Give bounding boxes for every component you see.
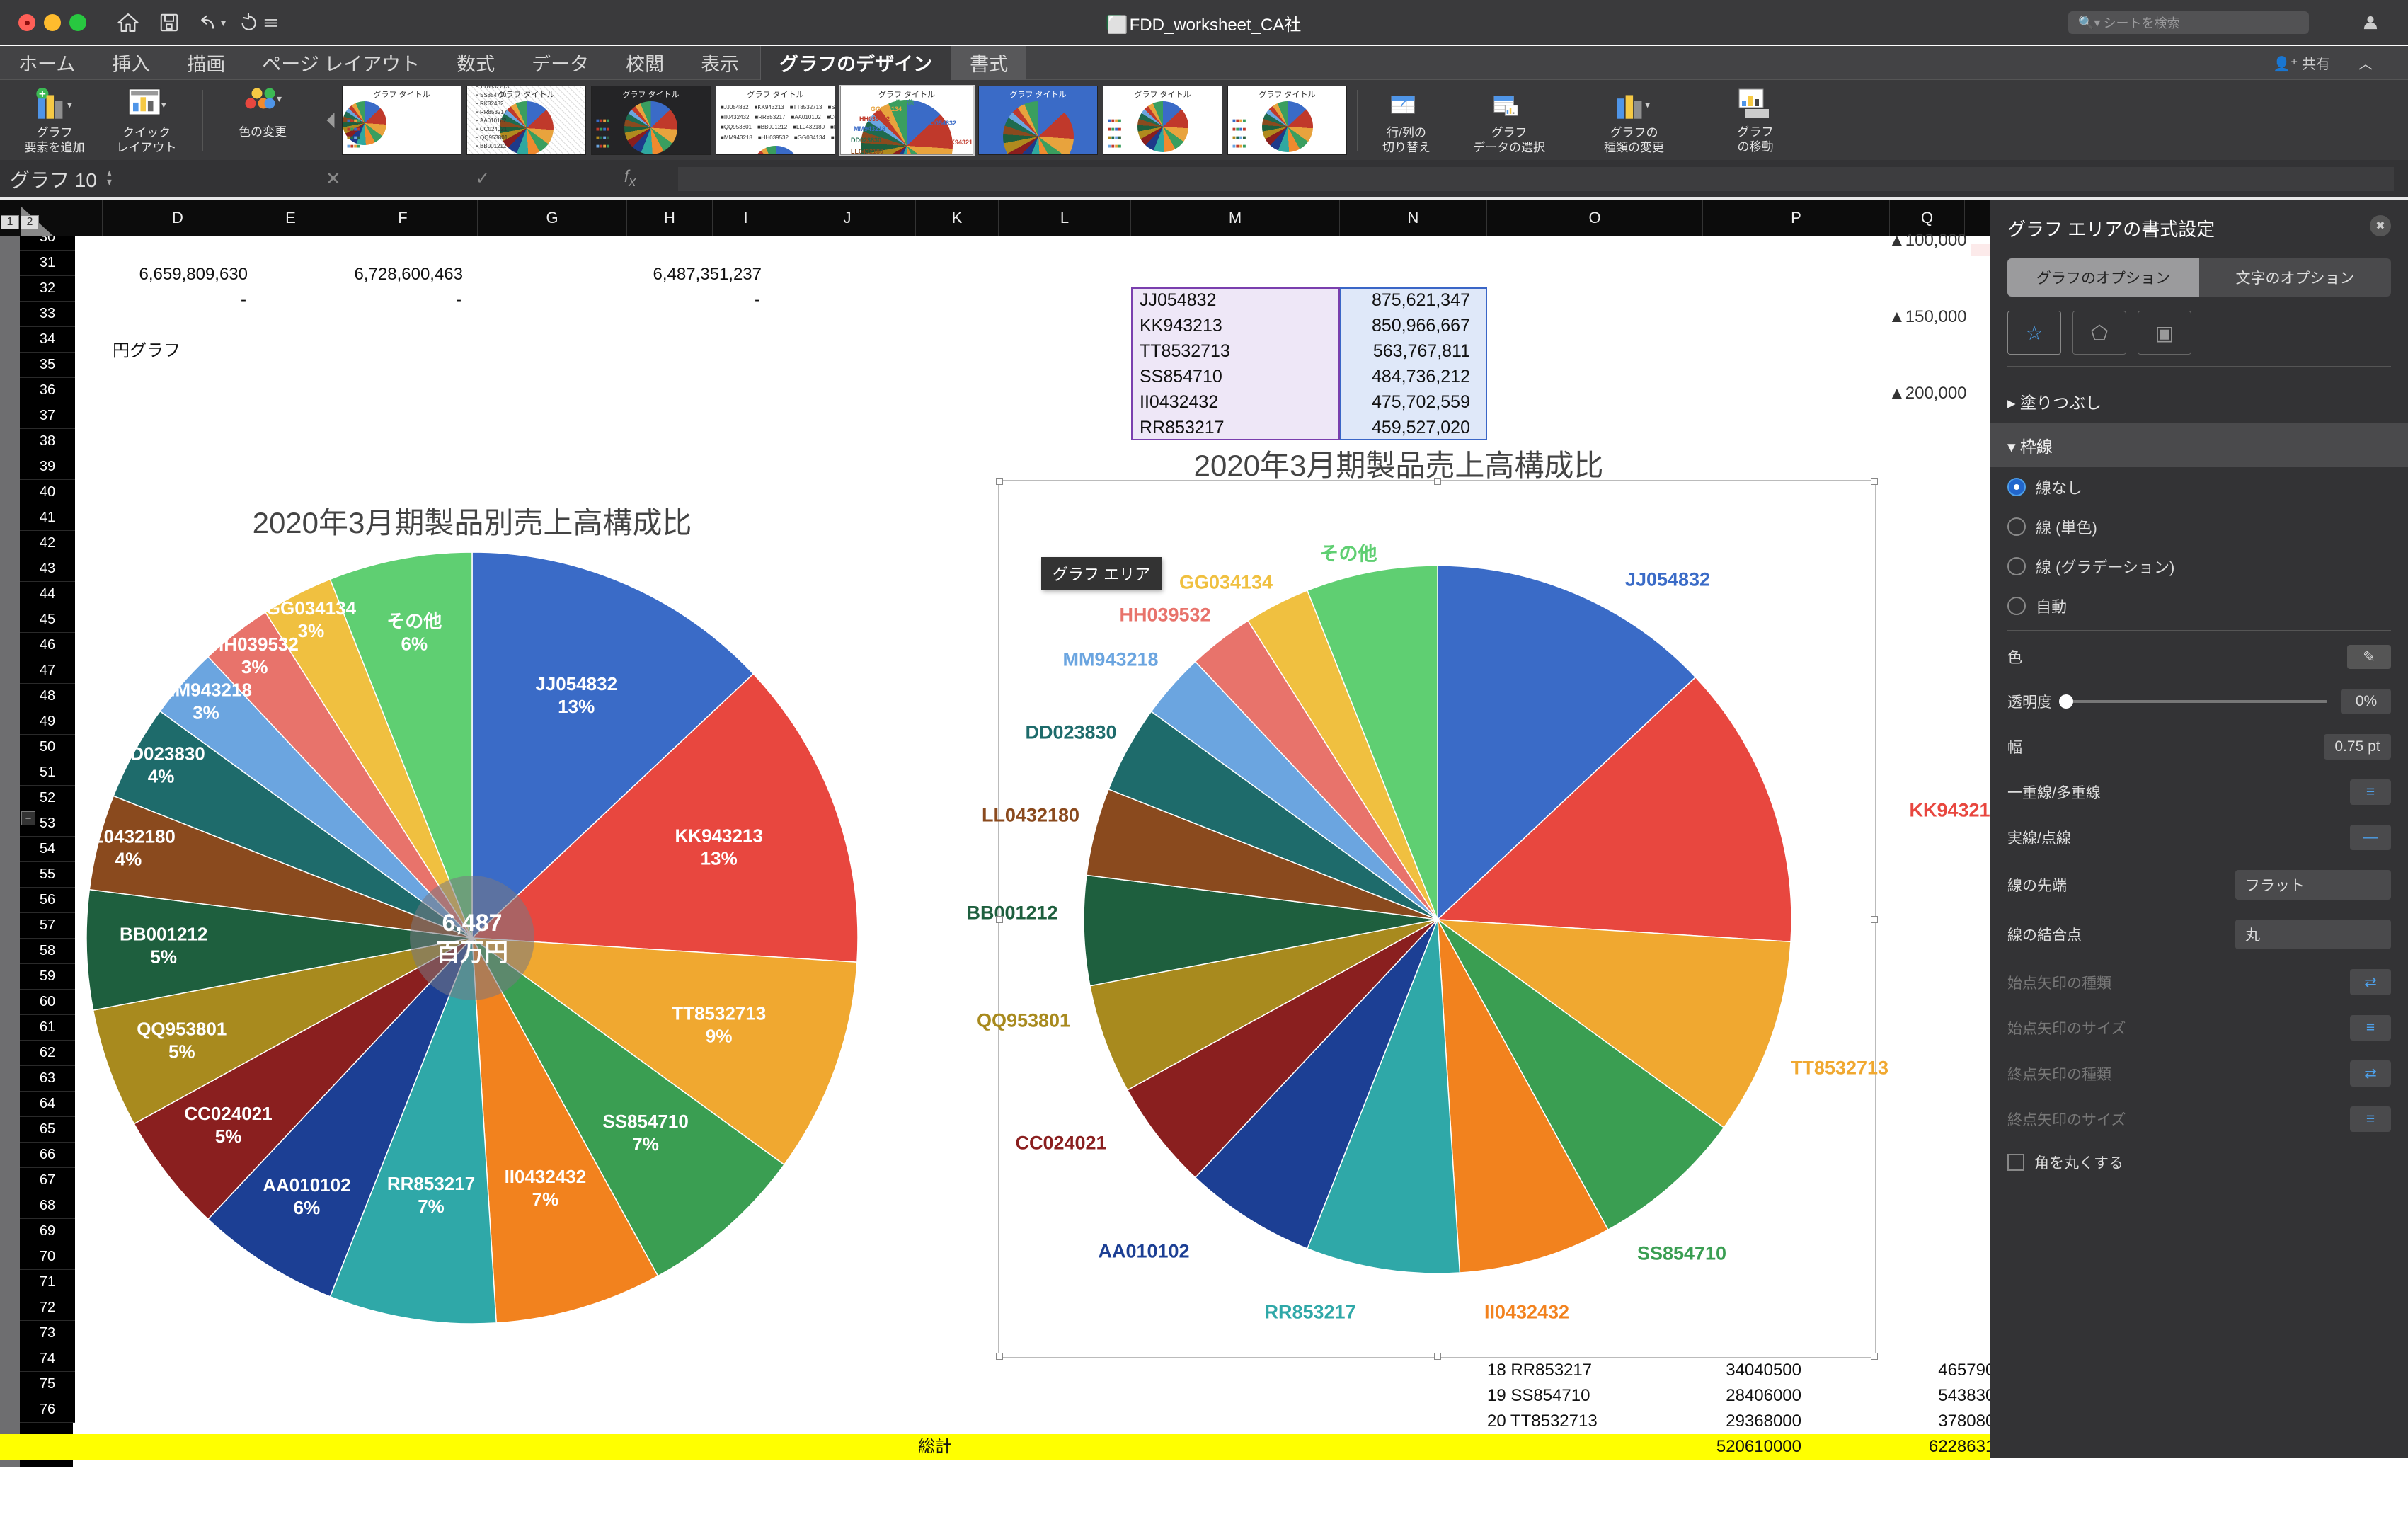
svg-text:▾: ▾	[161, 99, 166, 110]
svg-text:GG034134: GG034134	[266, 597, 357, 619]
svg-text:II0432432: II0432432	[505, 1166, 587, 1187]
svg-text:9%: 9%	[706, 1026, 733, 1047]
svg-text:7%: 7%	[418, 1196, 445, 1217]
svg-text:TT8532713: TT8532713	[672, 1003, 766, 1024]
svg-text:SS854710: SS854710	[602, 1111, 688, 1132]
svg-text:5%: 5%	[215, 1126, 242, 1147]
svg-text:4%: 4%	[148, 765, 175, 786]
svg-text:3%: 3%	[298, 620, 325, 641]
svg-text:RR853217: RR853217	[387, 1173, 475, 1194]
svg-text:CC024021: CC024021	[184, 1103, 272, 1124]
svg-text:13%: 13%	[701, 848, 738, 869]
svg-text:5%: 5%	[168, 1041, 195, 1063]
svg-text:7%: 7%	[532, 1189, 559, 1210]
svg-text:6%: 6%	[401, 634, 428, 655]
svg-text:KK943213: KK943213	[675, 825, 763, 847]
svg-text:▾: ▾	[277, 93, 282, 104]
svg-text:▾: ▾	[1645, 99, 1650, 110]
svg-text:6%: 6%	[294, 1197, 321, 1218]
svg-text:AA010102: AA010102	[263, 1174, 350, 1196]
svg-text:13%: 13%	[558, 696, 595, 717]
svg-text:QQ953801: QQ953801	[137, 1019, 227, 1040]
svg-text:3%: 3%	[193, 701, 219, 723]
svg-text:7%: 7%	[632, 1133, 659, 1155]
svg-text:DD023830: DD023830	[117, 743, 205, 764]
svg-text:その他: その他	[386, 611, 442, 632]
svg-text:BB001212: BB001212	[120, 924, 207, 945]
svg-text:3%: 3%	[241, 656, 268, 677]
svg-text:4%: 4%	[115, 848, 142, 869]
svg-text:5%: 5%	[150, 946, 177, 968]
svg-text:MM943218: MM943218	[160, 679, 252, 700]
svg-text:JJ054832: JJ054832	[535, 673, 617, 694]
svg-text:▾: ▾	[67, 99, 72, 110]
svg-text:LL0432180: LL0432180	[81, 825, 176, 847]
svg-text:HH039532: HH039532	[211, 634, 299, 655]
